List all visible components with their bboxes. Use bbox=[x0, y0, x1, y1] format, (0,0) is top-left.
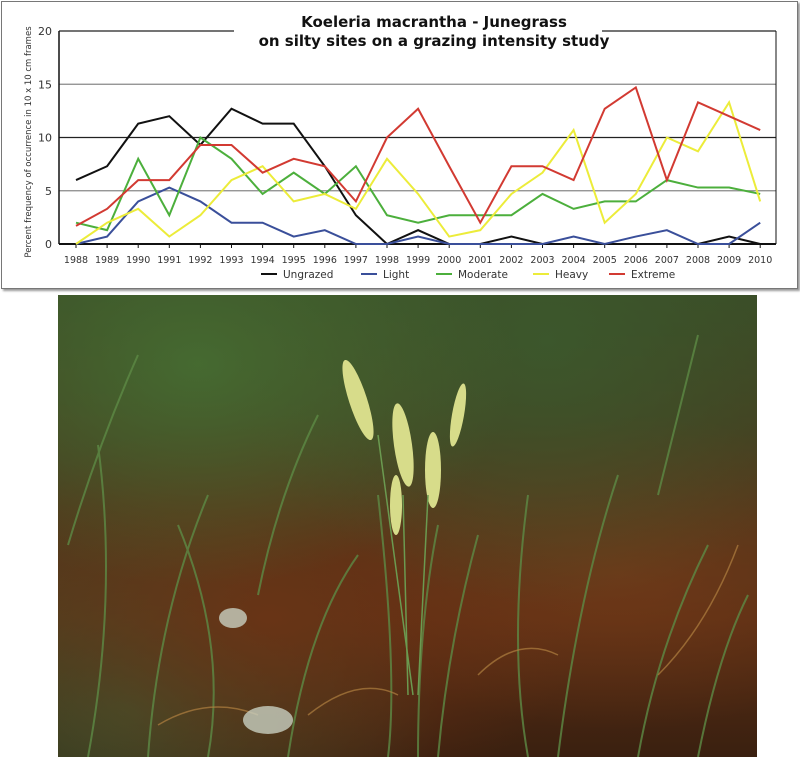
x-tick-label: 1994 bbox=[251, 255, 275, 266]
legend: Ungrazed Light Moderate Heavy Extreme bbox=[261, 269, 675, 281]
x-tick-label: 2003 bbox=[530, 255, 554, 266]
y-tick-label: 15 bbox=[38, 78, 52, 91]
x-tick-label: 2004 bbox=[562, 255, 586, 266]
grid-lines bbox=[58, 30, 777, 248]
legend-label-ungrazed: Ungrazed bbox=[283, 269, 333, 281]
x-tick-label: 1992 bbox=[188, 255, 212, 266]
x-tick-label: 1993 bbox=[219, 255, 243, 266]
seed-heads bbox=[342, 359, 467, 535]
x-tick-label: 1988 bbox=[64, 255, 88, 266]
legend-label-light: Light bbox=[383, 269, 409, 281]
x-tick-label: 2001 bbox=[468, 255, 492, 266]
series-line-light bbox=[75, 186, 761, 246]
y-tick-label: 10 bbox=[38, 132, 52, 145]
series-line-moderate bbox=[75, 135, 761, 232]
series-line-extreme bbox=[75, 85, 761, 227]
x-tick-label: 1997 bbox=[344, 255, 368, 266]
line-chart: Koeleria macrantha - Junegrass on silty … bbox=[24, 10, 777, 281]
x-tick-label: 2009 bbox=[717, 255, 741, 266]
x-tick-label: 1995 bbox=[282, 255, 306, 266]
x-tick-label: 1989 bbox=[95, 255, 119, 266]
chart-subtitle: on silty sites on a grazing intensity st… bbox=[259, 32, 610, 50]
y-tick-label: 20 bbox=[38, 25, 52, 38]
sage-leaves bbox=[219, 608, 293, 734]
x-tick-label: 1996 bbox=[313, 255, 337, 266]
y-tick-label: 5 bbox=[45, 185, 52, 198]
x-tick-label: 2006 bbox=[624, 255, 648, 266]
legend-label-extreme: Extreme bbox=[631, 269, 675, 281]
series-line-ungrazed bbox=[75, 107, 761, 246]
x-tick-label: 1991 bbox=[157, 255, 181, 266]
x-tick-label: 2002 bbox=[499, 255, 523, 266]
legend-label-moderate: Moderate bbox=[458, 269, 508, 281]
x-tick-label: 1990 bbox=[126, 255, 150, 266]
legend-label-heavy: Heavy bbox=[555, 269, 588, 281]
series-lines bbox=[75, 85, 762, 246]
x-tick-label: 2005 bbox=[593, 255, 617, 266]
x-tick-label: 1998 bbox=[375, 255, 399, 266]
chart-title: Koeleria macrantha - Junegrass bbox=[301, 13, 567, 31]
series-line-heavy bbox=[75, 100, 762, 245]
x-tick-label: 2010 bbox=[748, 255, 772, 266]
x-tick-labels: 1988 1989 1990 1991 1992 1993 1994 1995 1996 1997… bbox=[64, 255, 772, 266]
grass-illustration bbox=[67, 334, 749, 757]
chart-panel: Koeleria macrantha - Junegrass on silty … bbox=[1, 1, 798, 289]
y-tick-labels: 0 5 10 15 20 bbox=[38, 25, 52, 251]
x-tick-label: 1999 bbox=[406, 255, 430, 266]
y-tick-label: 0 bbox=[45, 238, 52, 251]
junegrass-photo bbox=[58, 295, 757, 757]
x-tick-label: 2000 bbox=[437, 255, 461, 266]
x-tick-label: 2007 bbox=[655, 255, 679, 266]
x-tick-label: 2008 bbox=[686, 255, 710, 266]
title-background bbox=[234, 10, 602, 52]
y-axis-label: Percent frequency of occurrence in 10 x … bbox=[24, 26, 34, 258]
